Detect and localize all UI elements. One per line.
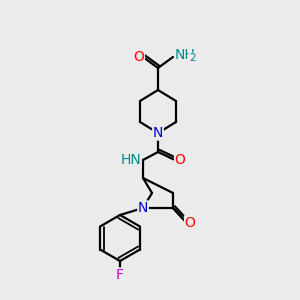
Text: NH: NH	[175, 48, 196, 62]
Text: O: O	[134, 50, 144, 64]
Text: N: N	[138, 201, 148, 215]
Text: 2: 2	[189, 53, 196, 63]
Text: O: O	[184, 216, 195, 230]
Text: O: O	[175, 153, 185, 167]
Text: HN: HN	[120, 153, 141, 167]
Text: F: F	[116, 268, 124, 282]
Text: N: N	[153, 126, 163, 140]
